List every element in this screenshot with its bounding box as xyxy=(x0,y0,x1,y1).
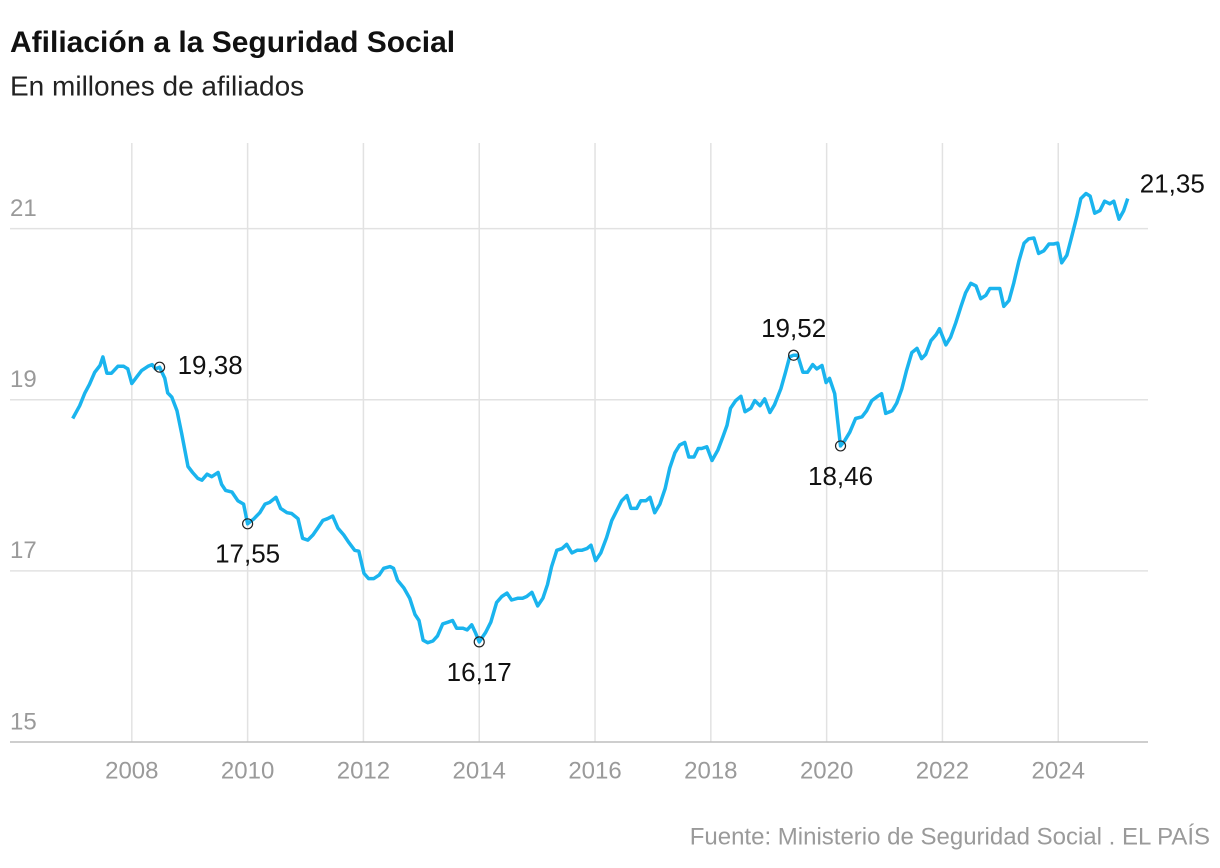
y-tick-label: 15 xyxy=(10,708,37,735)
x-tick-label: 2014 xyxy=(453,757,506,784)
annotation-marker xyxy=(834,440,847,452)
annotation-label: 19,52 xyxy=(761,313,826,343)
x-tick-label: 2022 xyxy=(916,757,969,784)
y-tick-label: 21 xyxy=(10,195,37,222)
x-tick-label: 2024 xyxy=(1032,757,1085,784)
chart-subtitle: En millones de afiliados xyxy=(10,70,304,101)
x-tick-label: 2010 xyxy=(221,757,274,784)
annotation-marker xyxy=(473,636,485,648)
annotation-label: 17,55 xyxy=(215,539,280,569)
x-tick-label: 2008 xyxy=(105,757,158,784)
x-tick-label: 2016 xyxy=(568,757,621,784)
annotation-marker xyxy=(153,361,166,373)
annotation-marker xyxy=(242,518,254,530)
annotation-marker xyxy=(788,349,800,361)
x-tick-label: 2018 xyxy=(684,757,737,784)
chart-title: Afiliación a la Seguridad Social xyxy=(10,26,455,59)
annotation-label: 21,35 xyxy=(1140,168,1205,198)
annotation-label: 18,46 xyxy=(808,461,873,491)
data-line xyxy=(71,191,1130,645)
x-tick-label: 2012 xyxy=(337,757,390,784)
annotation-label: 16,17 xyxy=(447,657,512,687)
y-tick-label: 17 xyxy=(10,537,37,564)
x-tick-label: 2020 xyxy=(800,757,853,784)
annotation-label: 19,38 xyxy=(178,350,243,380)
source: Fuente: Ministerio de Seguridad Social .… xyxy=(690,823,1210,850)
y-tick-label: 19 xyxy=(10,366,37,393)
